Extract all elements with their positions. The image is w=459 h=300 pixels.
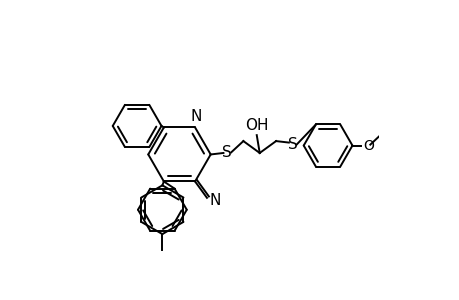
- Text: S: S: [287, 136, 297, 152]
- Text: OH: OH: [245, 118, 268, 133]
- Text: S: S: [222, 146, 231, 160]
- Text: O: O: [362, 139, 373, 152]
- Text: N: N: [190, 109, 201, 124]
- Text: N: N: [209, 193, 221, 208]
